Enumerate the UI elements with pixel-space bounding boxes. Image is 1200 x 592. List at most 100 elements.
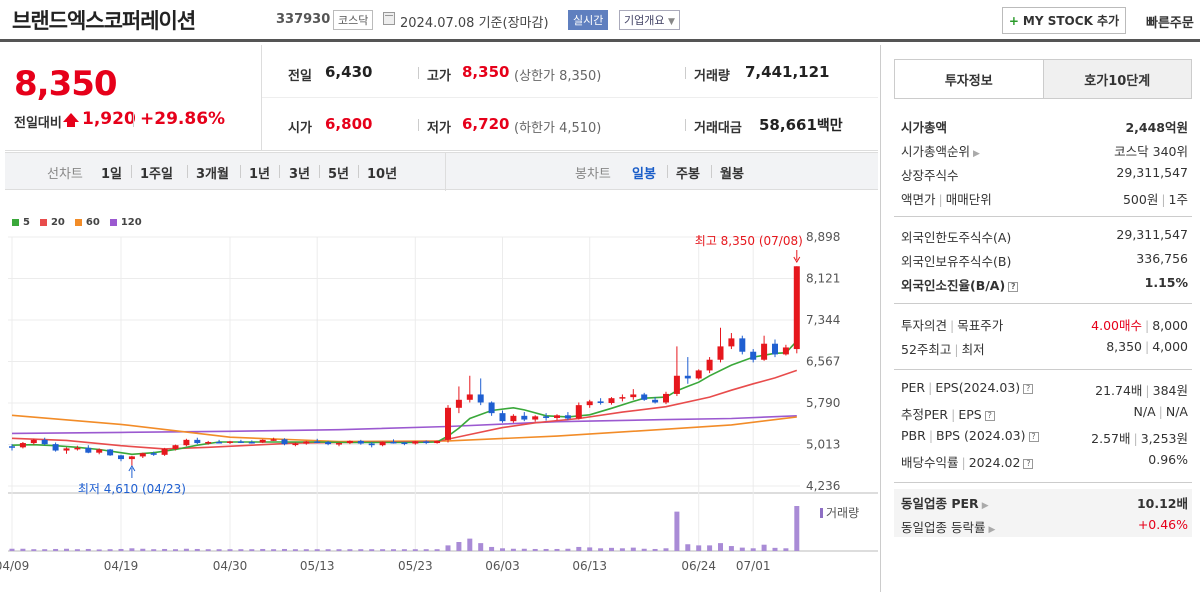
volume-bar (412, 549, 418, 551)
info-value-text: 336,756 (1136, 251, 1188, 266)
help-icon[interactable]: ? (984, 411, 995, 421)
y-tick-label: 6,567 (806, 355, 840, 369)
candle-weekly[interactable]: 주봉 (676, 167, 700, 182)
info-value-text: 1주 (1168, 192, 1188, 207)
candle (401, 442, 408, 445)
legend-label: 60 (85, 217, 100, 228)
ma5-line (11, 340, 798, 456)
prev-close-value: 6,430 (325, 63, 373, 81)
tab-investment-info[interactable]: 투자정보 (895, 60, 1044, 98)
mystock-add-button[interactable]: + MY STOCK 추가 (1002, 7, 1126, 34)
help-icon[interactable]: ? (1008, 282, 1019, 292)
candle (772, 343, 778, 355)
chevron-down-icon: ▼ (667, 17, 675, 27)
high-value: 8,350 (462, 63, 510, 81)
period-bar: 선차트 1일 1주일 3개월 1년 3년 5년 10년 봉차트 일봉 주봉 월봉 (5, 152, 878, 191)
amount-number: 58,661 (759, 116, 817, 134)
divider (279, 165, 280, 178)
tab-orderbook[interactable]: 호가10단계 (1043, 60, 1191, 98)
info-value-text: 2,448억원 (1125, 120, 1188, 135)
candle (161, 448, 168, 455)
candle (586, 401, 593, 406)
info-key: PBR | BPS (2024.03)? (901, 428, 1039, 443)
candle (346, 440, 353, 444)
info-value-text: 3,253원 (1140, 431, 1188, 446)
divider: | (1158, 404, 1163, 419)
volume-bar (718, 543, 723, 551)
info-value-text: 4.00매수 (1091, 318, 1142, 333)
volume-bar (761, 544, 767, 551)
info-key-label: 52주최고 (901, 342, 952, 357)
volume-bar (565, 548, 571, 551)
volume-bar (674, 511, 680, 551)
volume-bar (9, 548, 15, 551)
period-5y[interactable]: 5년 (328, 167, 350, 182)
candle (368, 443, 375, 446)
volume-bar (641, 548, 647, 551)
candlestick-chart[interactable]: 8,898 8,121 7,344 6,567 5,790 5,013 4,236 04/09… (0, 190, 880, 592)
volume-bar (445, 545, 451, 551)
info-key[interactable]: 동일업종 등락률 ▶ (901, 517, 995, 536)
candle (128, 456, 135, 460)
volume-bar (347, 549, 353, 551)
info-value: N/A | N/A (1134, 404, 1188, 419)
info-key: PER | EPS(2024.03)? (901, 380, 1034, 395)
period-3y[interactable]: 3년 (289, 167, 311, 182)
low-label: 저가 (427, 121, 451, 136)
info-key[interactable]: 시가총액순위 ▶ (901, 141, 980, 160)
volume-bar (478, 543, 484, 551)
info-value-text: 21.74배 (1095, 383, 1143, 398)
candle (652, 399, 659, 403)
volume-bar (194, 548, 200, 551)
info-key: 투자의견 | 목표주가 (901, 315, 1003, 334)
info-row: 상장주식수 29,311,547 (894, 161, 1192, 185)
period-1d[interactable]: 1일 (101, 167, 123, 182)
low-annotation: 최저 4,610 (04/23) (78, 482, 186, 496)
info-value: 500원 | 1주 (1123, 189, 1188, 208)
volume-bar (532, 548, 538, 551)
candle (608, 398, 615, 403)
stock-name: 브랜드엑스코퍼레이션 (12, 9, 196, 33)
period-3m[interactable]: 3개월 (196, 167, 229, 182)
volume-bar (401, 549, 407, 551)
volume-bar (369, 549, 375, 551)
volume-bar (652, 548, 658, 551)
volume-bar (663, 548, 669, 551)
info-value-text: 29,311,547 (1116, 165, 1188, 180)
candle-monthly[interactable]: 월봉 (720, 167, 744, 182)
info-key-label: 투자의견 (901, 318, 948, 333)
period-10y[interactable]: 10년 (367, 167, 398, 182)
volume-bar (64, 548, 69, 551)
candle (325, 441, 332, 445)
period-1w[interactable]: 1주일 (140, 167, 173, 182)
help-icon[interactable]: ? (1023, 384, 1034, 394)
quick-order-link[interactable]: 빠른주문 (1146, 16, 1194, 31)
help-icon[interactable]: ? (1028, 432, 1039, 442)
low-value: 6,720 (462, 115, 510, 133)
plus-icon: + (1008, 13, 1019, 28)
volume-bar (140, 548, 146, 551)
help-icon[interactable]: ? (1023, 459, 1034, 469)
date-label: 2024.07.08 기준(장마감) (400, 12, 549, 31)
volume-bar (162, 548, 168, 551)
volume-bar (500, 548, 505, 551)
realtime-button[interactable]: 실시간 (568, 10, 609, 30)
info-value: 2.57배 | 3,253원 (1091, 428, 1188, 447)
volume-bar (336, 549, 342, 551)
period-1y[interactable]: 1년 (249, 167, 271, 182)
volume-bar (598, 548, 604, 551)
volume-bar (129, 548, 135, 551)
volume-legend-swatch (820, 508, 823, 518)
candle (30, 439, 37, 444)
volume-bar (205, 549, 211, 551)
info-key[interactable]: 동일업종 PER ▶ (901, 493, 989, 512)
info-value-text: 4,000 (1152, 339, 1188, 354)
amount-unit: 백만 (816, 118, 843, 134)
company-overview-dropdown[interactable]: 기업개요 ▼ (619, 10, 680, 30)
volume-bar (391, 549, 396, 551)
info-key-label: EPS(2024.03) (935, 380, 1021, 395)
info-key: 52주최고 | 최저 (901, 339, 985, 358)
info-row: 52주최고 | 최저 8,350 | 4,000 (894, 335, 1192, 359)
volume-bar (783, 548, 789, 551)
candle-daily[interactable]: 일봉 (632, 167, 656, 182)
